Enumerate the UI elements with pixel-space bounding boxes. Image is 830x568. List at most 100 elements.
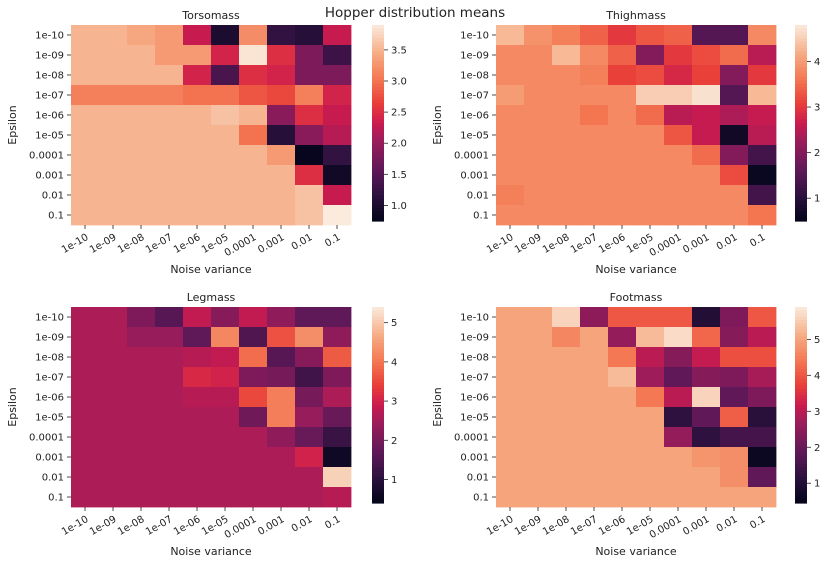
legmass-colorbar-band [372,359,384,364]
legmass-cell-0-0001-1e-07 [155,427,184,448]
legmass-cell-0-1-1e-10 [71,487,100,508]
footmass-cell-1e-09-1e-10 [496,327,525,348]
thighmass-ytick-label: 1e-09 [460,51,489,62]
torsomass-ytick-label: 1e-09 [35,51,64,62]
thighmass-cell-0-01-1e-08 [552,185,581,206]
thighmass-colorbar-band [795,165,807,170]
legmass-cell-0-1-0-1 [323,487,352,508]
thighmass-ytick-label: 0.0001 [454,151,489,162]
torsomass-cell-1e-08-1e-05 [211,65,240,86]
footmass-cell-1e-09-1e-07 [580,327,609,348]
footmass-colorbar-tick-label: 5 [814,335,820,346]
torsomass-ytick-label: 1e-07 [35,91,64,102]
legmass-cell-0-1-1e-08 [127,487,156,508]
legmass-cell-0-01-1e-09 [99,467,128,488]
torsomass-colorbar-band [372,80,384,85]
thighmass-cell-1e-05-0-001 [692,125,721,146]
torsomass-cell-1e-08-0-001 [267,65,296,86]
thighmass-cell-0-01-0-001 [692,185,721,206]
thighmass-colorbar-band [795,132,807,137]
torsomass-colorbar-band [372,172,384,176]
footmass-cell-1e-10-1e-08 [552,307,581,328]
legmass-colorbar-band [372,349,384,354]
thighmass-colorbar-band [795,93,807,98]
legmass-colorbar-band [372,336,384,341]
torsomass-cell-0-01-1e-06 [183,185,212,206]
legmass-cell-0-01-1e-07 [155,467,184,488]
thighmass-cell-1e-10-0-001 [692,25,721,46]
footmass-cell-0-001-1e-08 [552,447,581,468]
torsomass-cell-1e-10-1e-06 [183,25,212,46]
torsomass-colorbar-band [372,74,384,78]
legmass-cell-0-001-0-01 [295,447,324,468]
torsomass-colorbar-tick-label: 1.0 [391,201,407,212]
thighmass-cell-0-0001-0-1 [748,145,777,166]
footmass-cell-1e-10-1e-09 [524,307,553,328]
torsomass-cell-1e-06-1e-07 [155,105,184,126]
footmass-cell-0-0001-1e-07 [580,427,609,448]
footmass-cell-0-001-1e-09 [524,447,553,468]
legmass-cell-1e-07-0-0001 [239,367,268,388]
legmass-colorbar-band [372,391,384,396]
torsomass-cell-1e-06-0-1 [323,105,352,126]
thighmass-cell-1e-09-1e-08 [552,45,581,66]
thighmass-colorbar-band [795,38,807,42]
torsomass-colorbar-band [372,54,384,59]
torsomass-ytick-label: 1e-06 [35,111,64,122]
footmass-cell-1e-05-1e-06 [608,407,637,428]
torsomass-colorbar-band [372,96,384,101]
legmass-cell-1e-05-1e-10 [71,407,100,428]
legmass-colorbar-band [372,307,384,311]
footmass-cell-0-001-0-01 [720,447,749,468]
footmass-colorbar-band [795,320,807,324]
thighmass-colorbar-band [795,74,807,78]
thighmass-cell-0-1-1e-06 [608,205,637,226]
footmass-colorbar-band [795,342,807,347]
footmass-xtick-label: 1e-08 [541,514,571,538]
footmass-cell-0-0001-1e-05 [636,427,665,448]
footmass-colorbar-band [795,326,807,331]
torsomass-colorbar-band [372,25,384,29]
footmass-xtick-label: 1e-06 [597,514,627,538]
footmass-cell-1e-06-1e-09 [524,387,553,408]
torsomass-colorbar-band [372,83,384,88]
legmass-cell-0-001-0-1 [323,447,352,468]
thighmass-colorbar-band [795,87,807,91]
legmass-ytick-label: 0.1 [48,493,64,504]
thighmass-cell-1e-05-1e-07 [580,125,609,146]
thighmass-colorbar-band [795,109,807,114]
torsomass-colorbar-band [372,64,384,69]
torsomass-colorbar-band [372,109,384,114]
legmass-cell-1e-05-0-1 [323,407,352,428]
torsomass-cell-0-0001-1e-09 [99,145,128,166]
legmass-cell-1e-10-1e-10 [71,307,100,328]
legmass-cell-1e-05-1e-08 [127,407,156,428]
legmass-colorbar-band [372,411,384,416]
torsomass-xtick-label: 0.001 [256,232,286,256]
thighmass-colorbar-band [795,181,807,186]
footmass-cell-1e-09-1e-09 [524,327,553,348]
torsomass-ylabel: Epsilon [6,105,19,145]
footmass-xtick-label: 1e-09 [513,514,543,538]
footmass-cell-1e-10-0-01 [720,307,749,328]
legmass-xtick-label: 0.001 [256,514,286,538]
footmass-colorbar-band [795,310,807,315]
thighmass-cell-0-1-1e-10 [496,205,525,226]
torsomass-cell-0-0001-0-1 [323,145,352,166]
legmass-cell-0-01-0-1 [323,467,352,488]
thighmass-xtick-label: 1e-10 [485,232,515,256]
torsomass-cell-0-001-1e-05 [211,165,240,186]
legmass-cell-0-01-0-01 [295,467,324,488]
footmass-cell-0-01-1e-06 [608,467,637,488]
thighmass-colorbar-band [795,149,807,153]
footmass-colorbar-band [795,454,807,458]
torsomass-cell-0-0001-0-01 [295,145,324,166]
thighmass-cell-0-001-1e-05 [636,165,665,186]
thighmass-cell-1e-06-1e-05 [636,105,665,126]
legmass-cell-1e-09-1e-09 [99,327,128,348]
thighmass-cell-1e-09-0-01 [720,45,749,66]
torsomass-cell-0-01-1e-08 [127,185,156,206]
legmass-cell-1e-10-1e-05 [211,307,240,328]
torsomass-cell-1e-05-0-001 [267,125,296,146]
